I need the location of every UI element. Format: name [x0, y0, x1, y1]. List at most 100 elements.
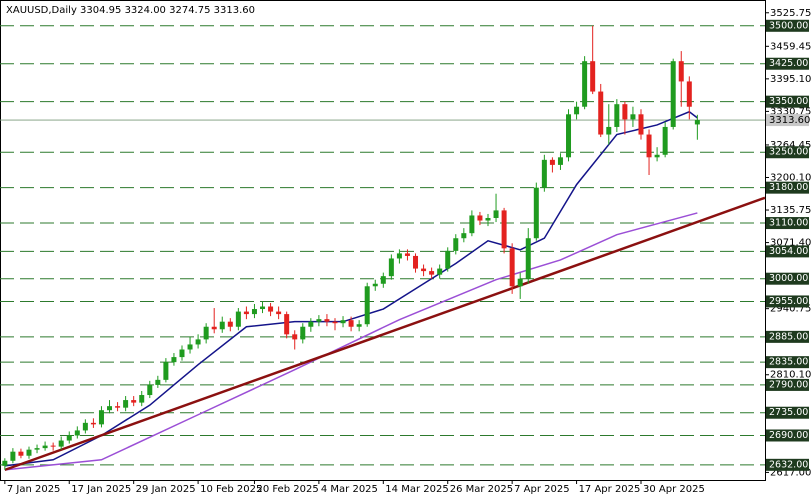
candle-body: [598, 91, 604, 135]
candle-body: [284, 314, 290, 335]
candle-body: [429, 271, 435, 275]
candle-body: [98, 410, 104, 425]
current-price-box: [766, 114, 809, 127]
current-price-label: 3313.60: [769, 115, 810, 126]
candle-body: [155, 379, 161, 385]
level-label-box: [766, 458, 809, 471]
indicator-line: [4, 196, 766, 472]
candle-body: [590, 61, 596, 92]
level-label: 2790.00: [769, 379, 808, 390]
candle-body: [107, 406, 113, 411]
candle-body: [123, 400, 129, 408]
candle-body: [622, 104, 628, 120]
candle-body: [348, 320, 354, 327]
candle-body: [533, 187, 539, 239]
candle-body: [90, 422, 96, 425]
level-label-box: [766, 272, 809, 285]
level-label-box: [766, 330, 809, 343]
candle-body: [34, 448, 40, 450]
candle-body: [638, 114, 644, 135]
candle-body: [316, 319, 322, 322]
candle-body: [501, 210, 507, 249]
candle-body: [251, 309, 257, 315]
candle-body: [686, 81, 692, 107]
candle-body: [364, 286, 370, 325]
candle-body: [525, 238, 531, 279]
candle-body: [139, 395, 145, 403]
candle-body: [485, 217, 491, 221]
level-label-box: [766, 245, 809, 258]
candle-body: [517, 278, 523, 287]
candle-body: [356, 324, 362, 327]
candle-body: [50, 445, 56, 447]
level-label: 2885.00: [769, 331, 808, 342]
candle-body: [18, 451, 24, 456]
candle-body: [678, 61, 684, 82]
candle-body: [203, 326, 209, 340]
candle-body: [147, 384, 153, 396]
level-label: 2735.00: [769, 407, 808, 418]
level-label: 2690.00: [769, 430, 808, 441]
candle-body: [654, 154, 660, 158]
level-label-box: [766, 429, 809, 442]
candle-body: [74, 430, 80, 436]
candle-body: [211, 326, 217, 330]
candle-body: [235, 311, 241, 327]
candle-body: [243, 311, 249, 315]
candle-body: [566, 114, 572, 158]
candle-body: [324, 319, 330, 322]
y-tick-label: 3135.75: [770, 205, 811, 216]
indicator-line: [4, 212, 698, 471]
candle-body: [268, 306, 274, 312]
candle-body: [187, 344, 193, 350]
x-tick-label: 4 Mar 2025: [321, 484, 378, 495]
candle-body: [582, 61, 588, 107]
level-label: 3110.00: [769, 218, 808, 229]
candle-body: [171, 357, 177, 363]
candle-body: [260, 306, 266, 310]
level-label: 3000.00: [769, 273, 808, 284]
chart-title: XAUUSD,Daily 3304.95 3324.00 3274.75 331…: [6, 5, 255, 16]
candle-body: [421, 268, 427, 272]
candle-body: [477, 215, 483, 221]
candle-body: [404, 253, 410, 256]
candle-body: [82, 422, 88, 431]
candle-body: [437, 268, 443, 275]
y-tick-label: 3200.10: [770, 172, 811, 183]
level-label-box: [766, 19, 809, 32]
y-tick-label: 3525.75: [770, 8, 811, 19]
x-tick-label: 7 Apr 2025: [514, 484, 569, 495]
candle-body: [614, 104, 620, 127]
level-label-box: [766, 295, 809, 308]
candle-body: [388, 258, 394, 277]
candle-body: [509, 248, 515, 287]
candle-body: [131, 400, 137, 403]
candle-body: [372, 283, 378, 287]
indicator-line: [4, 110, 698, 467]
candle-body: [606, 126, 612, 135]
candle-body: [541, 159, 547, 188]
level-label: 3250.00: [769, 147, 808, 158]
candle-body: [292, 334, 298, 340]
candle-body: [549, 159, 555, 165]
x-tick-label: 17 Apr 2025: [579, 484, 641, 495]
candle-body: [694, 120, 700, 125]
level-label: 3425.00: [769, 58, 808, 69]
candle-body: [179, 349, 185, 358]
candle-body: [574, 106, 580, 115]
candle-body: [413, 255, 419, 269]
candle-body: [453, 238, 459, 251]
candle-body: [340, 320, 346, 324]
level-label-box: [766, 95, 809, 108]
plot-frame: [0, 0, 766, 481]
candle-body: [469, 215, 475, 234]
level-label: 3180.00: [769, 182, 808, 193]
candle-body: [308, 321, 314, 327]
candle-body: [10, 451, 16, 461]
candle-body: [493, 210, 499, 218]
candle-body: [163, 362, 169, 380]
candle-body: [380, 276, 386, 284]
candle-body: [115, 406, 121, 408]
